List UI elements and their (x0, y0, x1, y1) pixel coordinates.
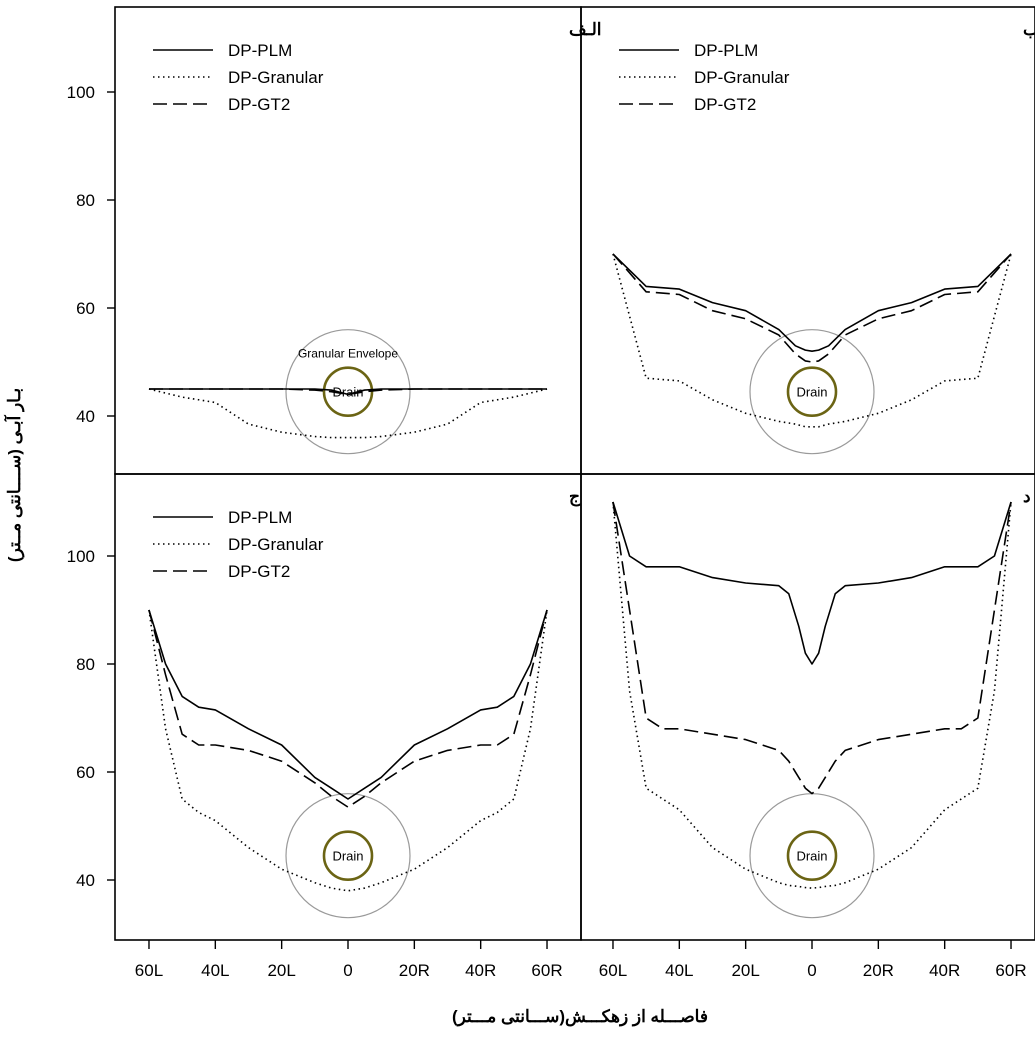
y-axis-title: بـار آبـی (ســــانتی مــتر) (3, 388, 25, 562)
drain-label: Drain (796, 849, 827, 864)
series-line-dp-gt2 (148, 388, 548, 396)
series-line-dp-gt2 (612, 501, 1012, 795)
panel-plot-area: Drain Granular Envelope (148, 329, 548, 455)
chart-panel-2: Drain DP-PLM DP-Granular DP-GT2 ب (580, 6, 1035, 475)
panel-frame (114, 473, 582, 941)
panel-plot-area: Drain (612, 501, 1012, 919)
x-tick-label: 60L (135, 961, 163, 980)
panel-label: ب (1023, 20, 1035, 39)
panel-label: ج (569, 487, 581, 507)
x-tick-label: 40L (665, 961, 693, 980)
drain-label: Drain (796, 385, 827, 400)
y-tick-label: 60 (76, 299, 95, 318)
x-tick-label: 0 (807, 961, 816, 980)
series-line-dp-granular (148, 609, 548, 892)
series-line-dp-granular (612, 253, 1012, 428)
chart-panel-4: Drain د 60L 40L 20L 0 20R 40R 60R (580, 473, 1035, 980)
panel-frame (580, 473, 1035, 941)
panel-plot-area: Drain (148, 609, 548, 919)
x-tick-label: 60R (995, 961, 1026, 980)
x-tick-label: 40R (929, 961, 960, 980)
legend-label: DP-Granular (694, 68, 790, 87)
y-tick-label: 40 (76, 871, 95, 890)
granular-envelope-circle (285, 793, 411, 919)
y-tick-label: 80 (76, 655, 95, 674)
y-tick-label: 40 (76, 407, 95, 426)
y-tick-label: 100 (67, 83, 95, 102)
x-tick-label: 0 (343, 961, 352, 980)
x-axis-title: فاصـــله از زهکـــش(ســـانتی مـــتر) (452, 1007, 708, 1027)
legend-label: DP-Granular (228, 68, 324, 87)
x-tick-label: 20R (863, 961, 894, 980)
legend-label: DP-PLM (694, 41, 758, 60)
legend-label: DP-GT2 (228, 95, 290, 114)
granular-envelope-circle (285, 329, 411, 455)
panel-label: د (1023, 487, 1031, 506)
panel-plot-area: Drain (612, 253, 1012, 455)
x-tick-label: 20R (399, 961, 430, 980)
x-tick-label: 40R (465, 961, 496, 980)
legend-label: DP-GT2 (694, 95, 756, 114)
series-line-dp-granular (612, 501, 1012, 889)
legend-label: DP-GT2 (228, 562, 290, 581)
drain-label: Drain (332, 849, 363, 864)
chart-panel-3: Drain DP-PLM DP-Granular DP-GT2 ج 40 60 80 100 60… (67, 473, 582, 980)
drain-circle (786, 366, 838, 418)
drain-circle (786, 830, 838, 882)
y-tick-label: 80 (76, 191, 95, 210)
chart-panel-1: Drain Granular Envelope DP-PLM DP-Granular D… (67, 6, 601, 475)
series-line-dp-plm (612, 253, 1012, 353)
x-tick-label: 60R (531, 961, 562, 980)
series-line-dp-granular (148, 388, 548, 439)
drain-label: Drain (332, 385, 363, 400)
series-line-dp-plm (148, 609, 548, 800)
panel-label: الـف (569, 20, 601, 39)
legend-label: DP-Granular (228, 535, 324, 554)
x-tick-label: 40L (201, 961, 229, 980)
series-line-dp-gt2 (148, 609, 548, 808)
y-tick-label: 60 (76, 763, 95, 782)
panel-frame (114, 6, 582, 475)
drain-circle (322, 830, 374, 882)
granular-envelope-circle (749, 329, 875, 455)
series-line-dp-plm (612, 501, 1012, 665)
x-tick-label: 20L (731, 961, 759, 980)
granular-envelope-label: Granular Envelope (298, 347, 398, 361)
legend-label: DP-PLM (228, 41, 292, 60)
x-tick-label: 60L (599, 961, 627, 980)
series-line-dp-gt2 (612, 253, 1012, 363)
x-tick-label: 20L (267, 961, 295, 980)
y-tick-label: 100 (67, 547, 95, 566)
legend-label: DP-PLM (228, 508, 292, 527)
